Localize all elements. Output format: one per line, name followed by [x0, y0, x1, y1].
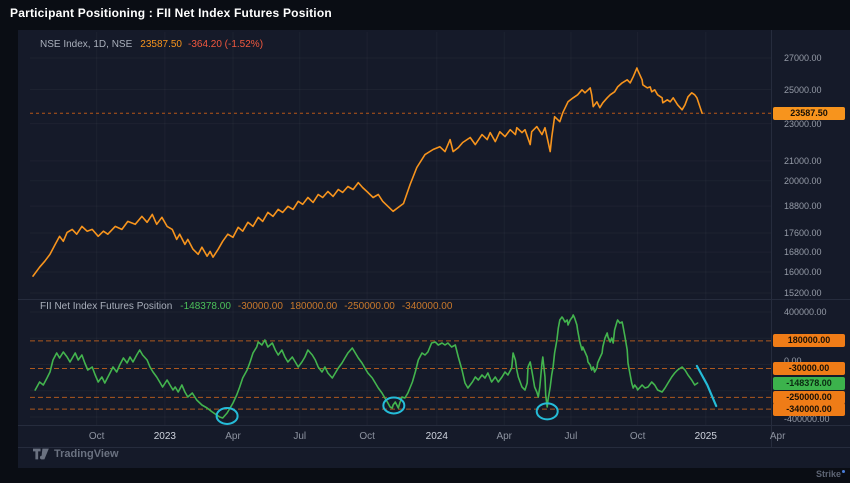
time-axis-label: Apr [496, 431, 513, 442]
page-title-text: Participant Positioning : FII Net Index … [10, 6, 332, 20]
price-axis-tick: 20000.00 [784, 175, 822, 186]
legend-value: 180000.00 [289, 301, 338, 312]
price-axis-tick: 16000.00 [784, 267, 822, 278]
price-axis-tick: 21000.00 [784, 155, 822, 166]
level-value-tag: -250000.00 [773, 390, 845, 404]
indicator-axis-tick: 400000.00 [784, 307, 827, 317]
price-axis-tick: 16800.00 [784, 247, 822, 258]
time-axis-label: Jul [564, 431, 578, 442]
level-value-tag: -30000.00 [773, 361, 845, 375]
time-axis-label: 2025 [694, 431, 717, 442]
legend-value: -148378.00 [180, 301, 231, 312]
time-axis-label: 2023 [153, 431, 176, 442]
indicator-axis-tick: 0.00 [784, 356, 802, 366]
time-axis-label: Oct [359, 431, 375, 442]
price-axis-tick: 25000.00 [784, 84, 822, 95]
legend-value: -340000.00 [401, 301, 453, 312]
trend-projection-drawing[interactable] [695, 364, 718, 408]
indicator-legend[interactable]: FII Net Index Futures Position -148378.00… [40, 301, 459, 312]
symbol-title: NSE Index, 1D, NSE [40, 39, 133, 50]
page-title: Participant Positioning : FII Net Index … [0, 0, 850, 28]
tradingview-logo-icon [33, 448, 49, 460]
time-axis-label: Jul [293, 431, 307, 442]
ellipse-annotation[interactable] [215, 406, 239, 425]
ellipse-annotation[interactable] [382, 396, 406, 415]
fii-position-series [34, 314, 699, 419]
legend-value: -250000.00 [344, 301, 395, 312]
nse-index-series [32, 67, 703, 277]
tradingview-label: TradingView [54, 448, 119, 460]
price-axis-tick: 18800.00 [784, 201, 822, 212]
indicator-axis-tick: -400000.00 [784, 414, 830, 424]
price-axis-tick: 27000.00 [784, 53, 822, 64]
strike-watermark-text: Strike [815, 469, 841, 479]
last-price-value: 23587.50 [140, 39, 182, 50]
price-change-value: -364.20 (-1.52%) [187, 39, 264, 50]
price-axis-tick: 23000.00 [784, 118, 822, 129]
time-axis-label: Oct [88, 431, 105, 442]
strike-watermark: Strike [816, 469, 845, 479]
price-pane-legend[interactable]: NSE Index, 1D, NSE 23587.50 -364.20 (-1.52… [40, 39, 263, 50]
ellipse-annotation[interactable] [535, 402, 559, 421]
time-axis-label: 2024 [425, 431, 448, 442]
time-axis-label: Oct [629, 431, 646, 442]
level-value-tag: -340000.00 [773, 402, 845, 416]
time-axis-label: Apr [225, 431, 241, 442]
indicator-value-tag: -148378.00 [773, 377, 845, 391]
indicator-legend-values: -148378.00 -30000.00 180000.00 -250000.00 -3… [180, 301, 459, 312]
price-axis-tick: 15200.00 [784, 288, 822, 299]
strike-logo-dot [842, 470, 845, 473]
tradingview-attribution[interactable]: TradingView [33, 448, 119, 460]
current-price-tag: 23587.50 [773, 106, 845, 120]
legend-value: -30000.00 [237, 301, 283, 312]
time-axis-label: Apr [769, 431, 786, 442]
price-axis-tick: 17600.00 [784, 228, 822, 239]
level-value-tag: 180000.00 [773, 334, 845, 348]
indicator-title: FII Net Index Futures Position [40, 301, 173, 312]
